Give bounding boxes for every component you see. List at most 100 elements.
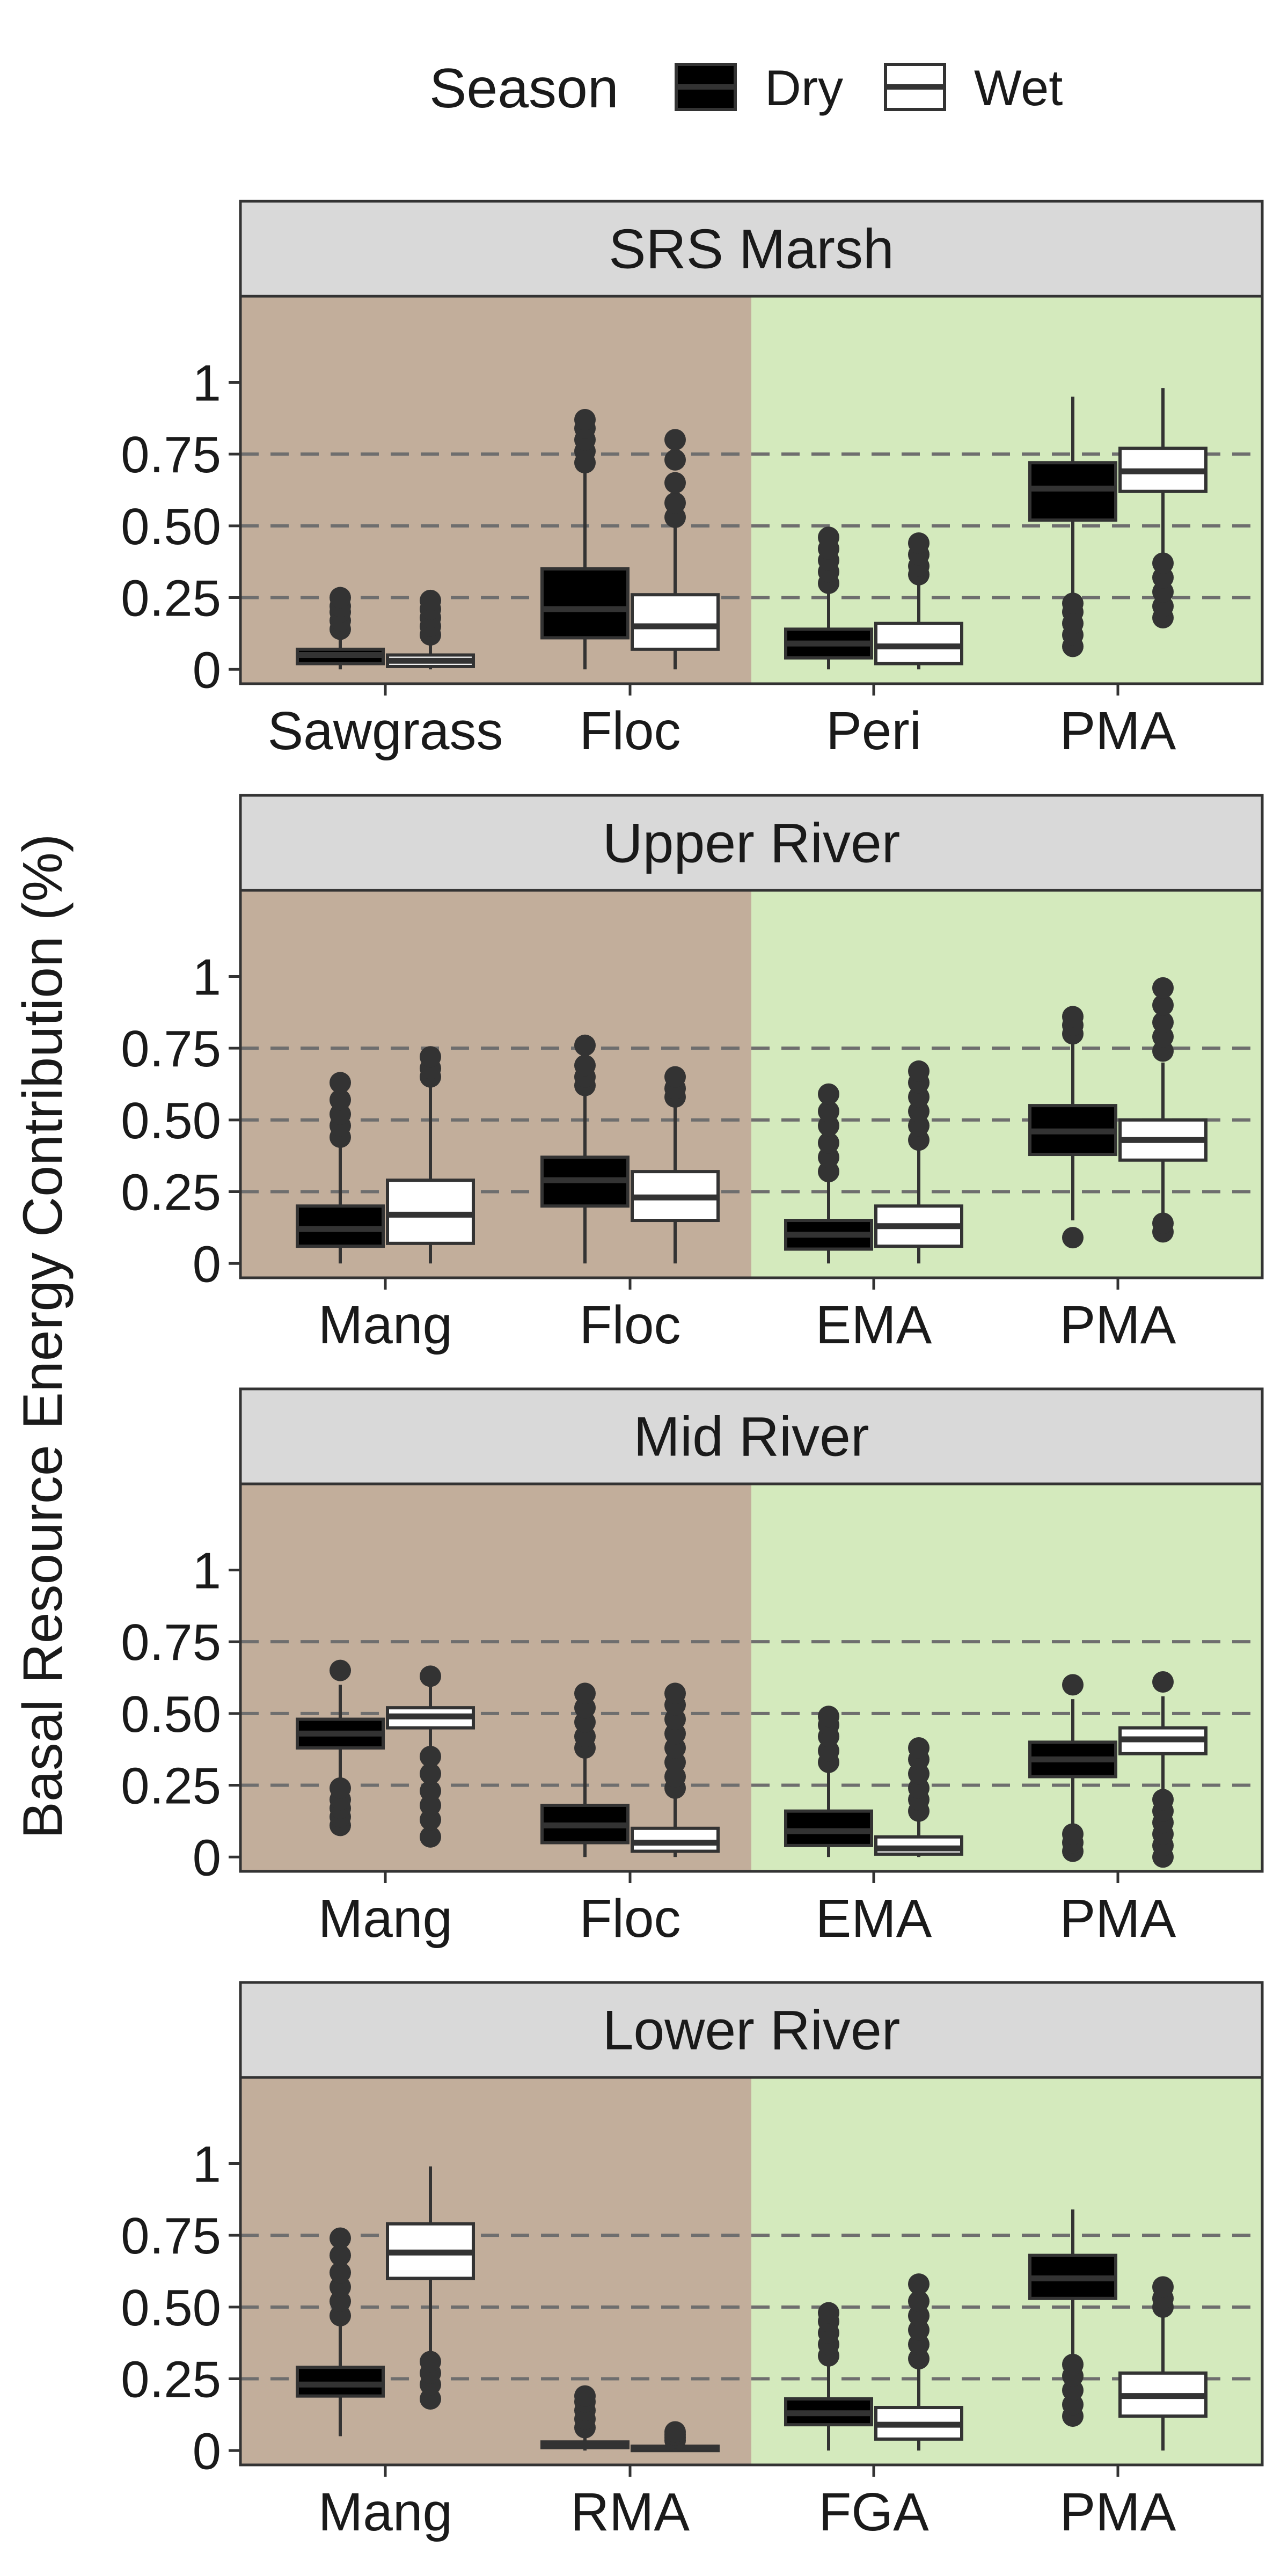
box-dry-floc (540, 1034, 630, 1264)
x-tick-label: FGA (818, 2482, 929, 2542)
outlier-point (574, 1682, 596, 1704)
x-tick-label: EMA (816, 1295, 932, 1355)
y-axis-label: Basal Resource Energy Contribution (%) (12, 834, 74, 1839)
outlier-point (818, 2302, 839, 2324)
outlier-point (420, 1746, 441, 1768)
box-wet-pma (1118, 388, 1208, 628)
outlier-point (664, 429, 686, 451)
outlier-point (420, 1780, 441, 1802)
box-wet-pma (1118, 2276, 1208, 2451)
y-tick-label: 0.75 (121, 2207, 221, 2265)
y-tick-label: 0.75 (121, 426, 221, 484)
outlier-point (1152, 1789, 1174, 1811)
outlier-point (1152, 552, 1174, 574)
outlier-point (664, 472, 686, 494)
y-tick-label: 1 (193, 948, 221, 1006)
facet-title: Lower River (603, 2000, 901, 2062)
outlier-point (330, 1072, 351, 1094)
outlier-point (818, 1706, 839, 1728)
outlier-point (1062, 1227, 1084, 1249)
outlier-point (908, 2273, 930, 2295)
outlier-point (330, 2227, 351, 2249)
box-wet-pma (1118, 1671, 1208, 1868)
facet-title: Upper River (603, 813, 901, 875)
box-dry-ema (784, 1706, 873, 1857)
box-wet-mang (386, 1665, 475, 1848)
box-wet-pma (1118, 977, 1208, 1243)
x-tick-label: Peri (826, 701, 921, 761)
outlier-point (664, 1066, 686, 1088)
x-tick-label: Mang (318, 2482, 452, 2542)
outlier-point (330, 587, 351, 609)
x-tick-label: Floc (580, 1889, 681, 1949)
outlier-point (330, 1659, 351, 1681)
box-dry-ema (784, 1083, 873, 1264)
outlier-point (330, 1089, 351, 1111)
box-dry-peri (784, 526, 873, 670)
box-dry-pma (1028, 1006, 1117, 1249)
outlier-point (818, 1083, 839, 1105)
box-dry-pma (1028, 1674, 1117, 1862)
facet-strip (239, 794, 1264, 892)
outlier-point (664, 1682, 686, 1704)
facet-strip (239, 1981, 1264, 2079)
panel-border (239, 1482, 1264, 1873)
box-wet-floc (631, 429, 720, 670)
outlier-point (1062, 1823, 1084, 1845)
box-dry-mang (296, 1072, 385, 1264)
y-tick-label: 0.25 (121, 1164, 221, 1221)
outlier-point (908, 1060, 930, 1082)
x-tick-label: PMA (1060, 701, 1176, 761)
outlier-point (420, 2351, 441, 2373)
box-iqr (631, 593, 720, 651)
outlier-point (1062, 2353, 1084, 2375)
facet-strip (239, 200, 1264, 298)
outlier-point (1152, 977, 1174, 999)
x-tick-label: RMA (570, 2482, 690, 2542)
legend-label-dry: Dry (765, 60, 843, 116)
outlier-point (908, 2290, 930, 2312)
panel-border (239, 295, 1264, 685)
legend-label-wet: Wet (974, 60, 1063, 116)
x-tick-label: PMA (1060, 1295, 1176, 1355)
outlier-point (420, 1665, 441, 1687)
y-tick-label: 1 (193, 1542, 221, 1599)
box-wet-rma (631, 2421, 720, 2453)
box-dry-floc (540, 408, 630, 670)
outlier-point (420, 1826, 441, 1848)
y-tick-label: 0.25 (121, 570, 221, 627)
facet-title: SRS Marsh (609, 218, 894, 281)
outlier-point (818, 1132, 839, 1154)
x-tick-label: PMA (1060, 1889, 1176, 1949)
box-dry-rma (540, 2385, 630, 2451)
outlier-point (908, 532, 930, 554)
y-tick-label: 1 (193, 354, 221, 412)
x-tick-label: PMA (1060, 2482, 1176, 2542)
outlier-point (420, 1763, 441, 1785)
box-dry-fga (784, 2302, 873, 2451)
legend: Season Dry Wet (429, 57, 1063, 120)
outlier-point (574, 1055, 596, 1077)
box-wet-fga (874, 2273, 963, 2451)
box-wet-ema (874, 1060, 963, 1264)
box-iqr (540, 567, 630, 640)
outlier-point (574, 2385, 596, 2407)
autochthonous-background (751, 1484, 1262, 1871)
box-wet-mang (386, 1046, 475, 1264)
panel-border (239, 889, 1264, 1279)
y-tick-label: 0.50 (121, 498, 221, 555)
x-tick-label: Mang (318, 1889, 452, 1949)
box-wet-mang (386, 2166, 475, 2410)
outlier-point (420, 1046, 441, 1068)
panel-0: SRS Marsh 0 0.25 0.50 0.75 1 Sawgrass Floc Peri P… (121, 200, 1264, 761)
panel-1: Upper River 0 0.25 0.50 0.75 1 Mang Floc EMA PMA (121, 794, 1264, 1355)
outlier-point (818, 1100, 839, 1122)
y-tick-label: 0.75 (121, 1614, 221, 1671)
outlier-point (1152, 1212, 1174, 1234)
outlier-point (1152, 2276, 1174, 2298)
y-tick-label: 0 (193, 641, 221, 699)
allochthonous-background (240, 1484, 751, 1871)
outlier-point (664, 449, 686, 471)
x-tick-label: Floc (580, 1295, 681, 1355)
